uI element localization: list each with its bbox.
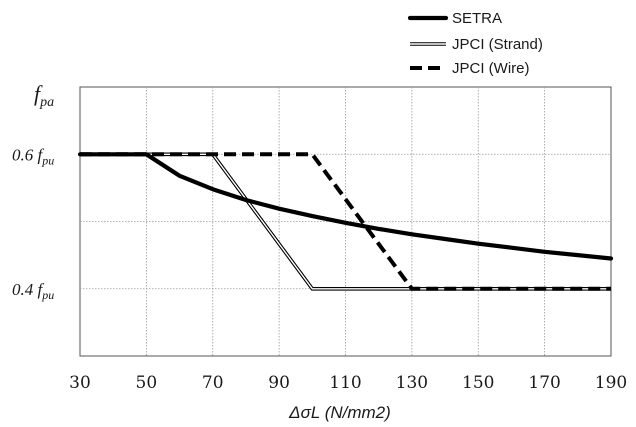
- series-jpci-wire-line: [80, 152, 611, 291]
- legend-label: JPCI (Wire): [452, 60, 530, 77]
- y-tick-label: 0.6 fpu: [12, 145, 54, 167]
- y-tick-labels: 0.6 fpu 0.4 fpu: [12, 145, 54, 302]
- x-tick-label: 50: [136, 373, 158, 393]
- y-tick-label: 0.4 fpu: [12, 280, 54, 302]
- x-tick-labels: 30 50 70 90 110 130 150 170 190: [69, 373, 627, 393]
- y-axis-label: fpa: [34, 81, 54, 110]
- x-tick-label: 190: [595, 373, 627, 393]
- x-tick-label: 170: [528, 373, 560, 393]
- x-tick-label: 30: [69, 373, 91, 393]
- series-setra-line: [77, 152, 614, 261]
- x-tick-label: 70: [202, 373, 224, 393]
- legend-label: SETRA: [452, 10, 502, 27]
- x-tick-label: 110: [329, 373, 361, 393]
- x-tick-label: 150: [462, 373, 494, 393]
- series-group: [77, 152, 614, 291]
- x-tick-label: 130: [396, 373, 428, 393]
- x-axis-label: ΔσL (N/mm2): [288, 403, 391, 422]
- legend-label: JPCI (Strand): [452, 36, 543, 53]
- x-tick-label: 90: [268, 373, 290, 393]
- legend: SETRA JPCI (Strand) JPCI (Wire): [407, 10, 543, 77]
